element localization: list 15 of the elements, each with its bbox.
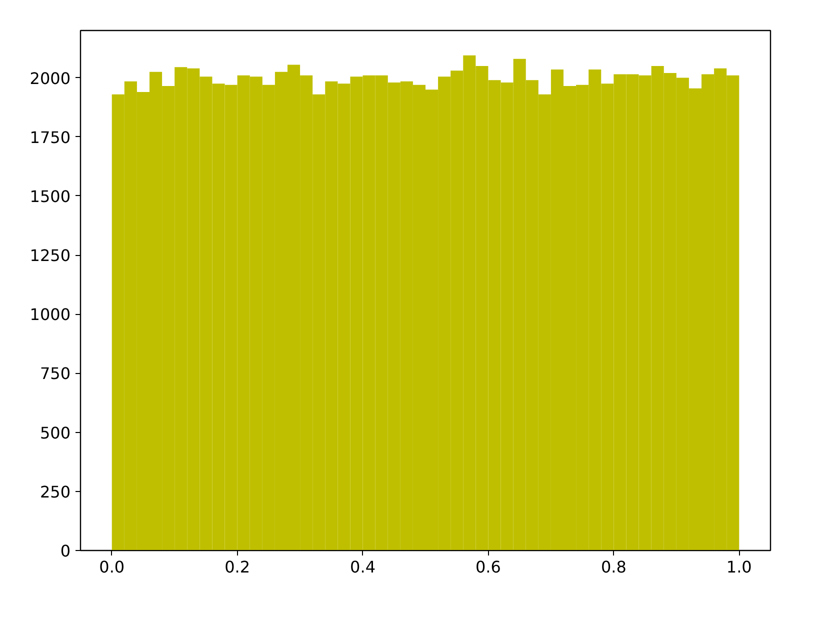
y-tick-label: 2000 [30,68,70,88]
y-tick-label: 1750 [30,128,70,147]
y-tick-label: 1250 [30,246,70,266]
y-tick-label: 1500 [30,186,70,206]
x-tick-label: 0.0 [99,558,125,576]
y-tick-label: 500 [40,423,71,442]
x-tick-label: 0.2 [224,558,250,576]
x-tick-label: 0.4 [350,558,376,576]
y-tick-label: 750 [40,364,71,384]
x-tick-label: 1.0 [726,558,752,576]
y-tick-label: 250 [40,482,71,502]
x-tick-label: 0.8 [600,558,626,576]
y-tick-label: 1000 [30,305,70,324]
y-tick-label: 0 [60,542,71,560]
x-tick-label: 0.6 [476,558,501,576]
